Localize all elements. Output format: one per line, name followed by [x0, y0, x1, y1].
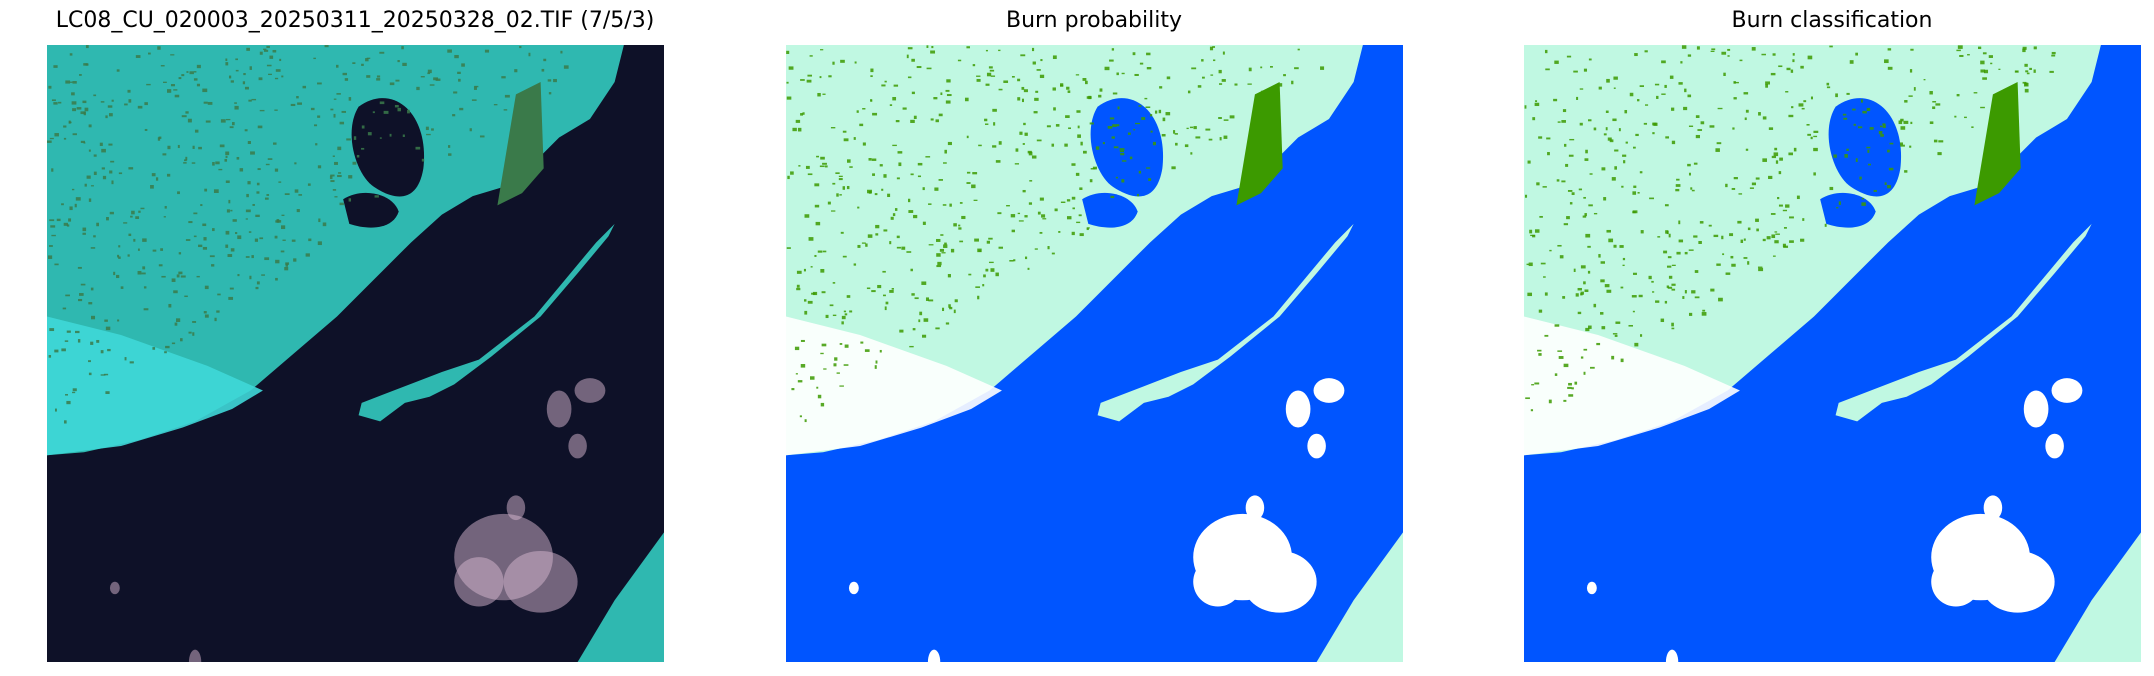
land-area [786, 45, 1363, 456]
cloud-patch [848, 581, 859, 595]
cloud-patch [506, 495, 526, 521]
cloud-patch [1193, 557, 1243, 607]
cloud-patch [568, 433, 587, 459]
land-area [47, 45, 624, 456]
cloud-patch [1242, 550, 1317, 613]
land-area [1524, 45, 2101, 456]
island [1097, 223, 1354, 422]
burn-classification-image [1524, 45, 2141, 662]
cloud-patch [1665, 649, 1679, 662]
vegetation-speckles [1524, 45, 2056, 412]
cloud-patch [1245, 495, 1265, 521]
land-corner [1316, 532, 1403, 662]
panel-title-burn-probability: Burn probability [1005, 8, 1182, 33]
panel-title-composite: LC08_CU_020003_20250311_20250328_02.TIF … [55, 8, 655, 33]
land-corner [577, 532, 664, 662]
island [1835, 223, 2092, 422]
bay [1082, 192, 1138, 228]
bay [1820, 192, 1876, 228]
cloud-patch [1931, 557, 1981, 607]
snow-area [1524, 316, 1740, 456]
panel-title-burn-classification: Burn classification [1731, 8, 1933, 33]
lake [1828, 98, 1902, 197]
cloud-patch [1285, 390, 1311, 428]
cloud-patch [1980, 550, 2055, 613]
cloud-patch [2045, 433, 2064, 459]
lake [1090, 98, 1164, 197]
bay [343, 192, 399, 228]
cloud-patch [1307, 433, 1326, 459]
cloud-patch [1313, 378, 1345, 403]
cloud-patch [927, 649, 941, 662]
land-corner [2054, 532, 2141, 662]
vegetation-strip [497, 82, 544, 206]
island [358, 223, 615, 422]
vegetation-strip [1974, 82, 2021, 206]
cloud-patch [546, 390, 572, 428]
snow-area [786, 316, 1002, 456]
composite-image [47, 45, 664, 662]
cloud-patch [2051, 378, 2083, 403]
lake [351, 98, 425, 197]
cloud-patch [503, 550, 578, 613]
cloud-patch [109, 581, 120, 595]
cloud-patch [1983, 495, 2003, 521]
vegetation-speckles [786, 45, 1325, 423]
cloud-patch [454, 557, 504, 607]
cloud-patch [2023, 390, 2049, 428]
cloud-patch [574, 378, 606, 403]
cloud-patch [188, 649, 202, 662]
cloud-patch [1586, 581, 1597, 595]
burn-probability-image [786, 45, 1403, 662]
vegetation-speckles [47, 45, 569, 424]
vegetation-strip [1236, 82, 1283, 206]
